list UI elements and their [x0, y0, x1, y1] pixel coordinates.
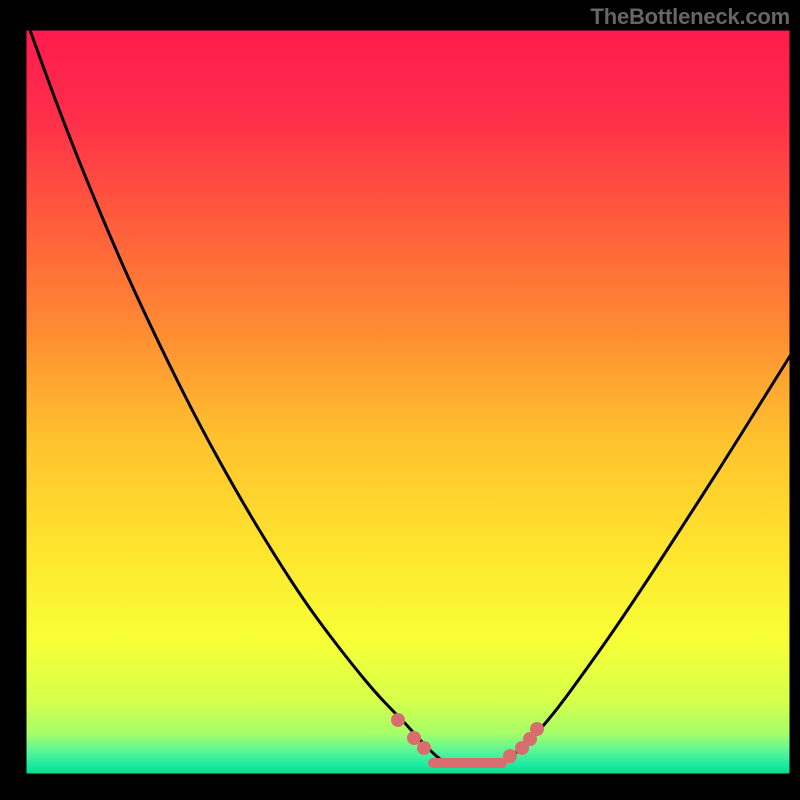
chart-container: { "watermark": { "text": "TheBottleneck.… [0, 0, 800, 800]
bottleneck-curve-chart [0, 0, 800, 800]
plot-background [26, 30, 790, 774]
watermark-text: TheBottleneck.com [590, 4, 790, 30]
